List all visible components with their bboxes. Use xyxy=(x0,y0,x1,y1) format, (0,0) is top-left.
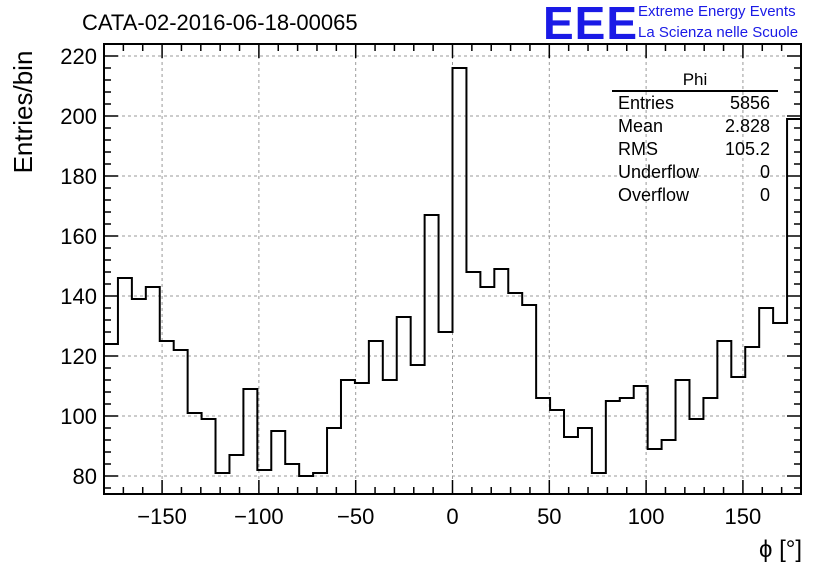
histogram-bin xyxy=(160,341,174,494)
y-tick-label: 220 xyxy=(60,44,97,69)
histogram-bin xyxy=(216,473,230,494)
y-tick-label: 200 xyxy=(60,104,97,129)
histogram-bin xyxy=(383,380,397,494)
histogram-bin xyxy=(453,68,467,494)
histogram-bin xyxy=(745,347,759,494)
stats-row-label: Underflow xyxy=(618,162,700,182)
stats-row-label: Overflow xyxy=(618,185,690,205)
stats-row-label: RMS xyxy=(618,139,658,159)
x-tick-label: −50 xyxy=(337,504,374,529)
stats-row-label: Entries xyxy=(618,93,675,113)
histogram-bin xyxy=(118,278,132,494)
histogram-bin xyxy=(620,398,634,494)
y-tick-label: 180 xyxy=(60,164,97,189)
stats-row-label: Mean xyxy=(618,116,664,136)
histogram-bin xyxy=(411,365,425,494)
stats-row-value: 0 xyxy=(759,185,770,205)
histogram-bin xyxy=(564,437,578,494)
histogram-bin xyxy=(146,287,160,494)
histogram-bin xyxy=(717,341,731,494)
stats-box: Phi Entries 5856 Mean 2.828 RMS 105.2 Underflo… xyxy=(612,70,778,207)
histogram-bin xyxy=(299,476,313,494)
logo-line-1: Extreme Energy Events xyxy=(638,3,796,20)
x-axis-label: ϕ [°] xyxy=(759,536,802,563)
stats-box-title: Phi xyxy=(612,70,778,92)
histogram-bin xyxy=(550,410,564,494)
histogram-bin xyxy=(773,323,787,494)
stats-row-value: 2.828 xyxy=(724,116,770,136)
histogram-bin xyxy=(494,269,508,494)
histogram-bin xyxy=(397,317,411,494)
histogram-bin xyxy=(327,428,341,494)
stats-rows: Entries 5856 Mean 2.828 RMS 105.2 Underflow 0 Ov… xyxy=(612,92,778,207)
stats-row: Mean 2.828 xyxy=(612,115,778,138)
histogram-bin xyxy=(634,386,648,494)
histogram-bin xyxy=(731,377,745,494)
histogram-bars xyxy=(104,67,801,494)
histogram-bin xyxy=(676,380,690,494)
x-tick-label: 0 xyxy=(446,504,458,529)
histogram-bin xyxy=(313,473,327,494)
histogram-bin xyxy=(508,293,522,494)
eee-logo: EEE xyxy=(543,0,639,49)
logo-line-2: La Scienza nelle Scuole xyxy=(638,24,799,41)
histogram-bin xyxy=(592,473,606,494)
x-tick-label: 100 xyxy=(628,504,665,529)
histogram-bin xyxy=(759,308,773,494)
axis-ticks xyxy=(103,43,802,494)
stats-row: Underflow 0 xyxy=(612,161,778,184)
y-tick-label: 120 xyxy=(60,344,97,369)
histogram-bin xyxy=(202,419,216,494)
histogram-bin xyxy=(104,344,118,494)
histogram-bin xyxy=(648,449,662,494)
x-tick-label: 50 xyxy=(537,504,561,529)
stats-row-value: 5856 xyxy=(729,93,770,113)
y-tick-label: 80 xyxy=(73,464,97,489)
histogram-bin xyxy=(369,341,383,494)
histogram-bin xyxy=(355,383,369,494)
histogram-bin xyxy=(480,287,494,494)
histogram-bin xyxy=(439,332,453,494)
histogram-bin xyxy=(132,299,146,494)
y-tick-label: 100 xyxy=(60,404,97,429)
stats-row: RMS 105.2 xyxy=(612,138,778,161)
histogram-bin xyxy=(425,215,439,494)
histogram-bin xyxy=(536,398,550,494)
histogram-bin xyxy=(606,401,620,494)
histogram-bin xyxy=(341,380,355,494)
chart-title: CATA-02-2016-06-18-00065 xyxy=(82,10,358,35)
y-tick-label: 160 xyxy=(60,224,97,249)
stats-row-value: 0 xyxy=(759,162,770,182)
histogram-bin xyxy=(243,389,257,494)
x-tick-label: −150 xyxy=(137,504,187,529)
tick-labels: −150 −100 −50 0 50 100 150 80 100 120 140 160 180 200… xyxy=(60,44,761,529)
histogram-bin xyxy=(522,305,536,494)
stats-row: Entries 5856 xyxy=(612,92,778,115)
histogram-bin xyxy=(188,413,202,494)
histogram-bin xyxy=(466,272,480,494)
histogram-bin xyxy=(703,398,717,494)
stats-row: Overflow 0 xyxy=(612,184,778,207)
y-axis-label: Entries/bin xyxy=(8,51,38,174)
histogram-bin xyxy=(578,428,592,494)
histogram-bin xyxy=(662,440,676,494)
histogram-bin xyxy=(271,431,285,494)
y-tick-label: 140 xyxy=(60,284,97,309)
stats-row-value: 105.2 xyxy=(724,139,770,159)
histogram-bin xyxy=(229,455,243,494)
histogram-bin xyxy=(174,350,188,494)
x-tick-label: −100 xyxy=(234,504,284,529)
histogram-outline xyxy=(104,67,801,477)
x-tick-label: 150 xyxy=(725,504,762,529)
histogram-bin xyxy=(689,419,703,494)
